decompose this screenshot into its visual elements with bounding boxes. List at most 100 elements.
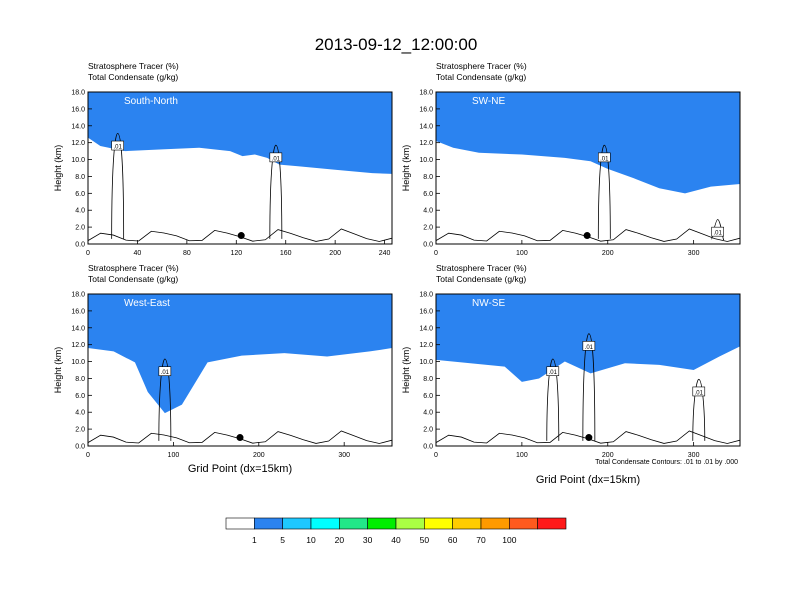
y-tick-label: 4.0 xyxy=(75,208,85,215)
x-axis-label-right: Grid Point (dx=15km) xyxy=(536,474,640,486)
x-tick-label: 100 xyxy=(516,250,528,257)
y-tick-label: 14.0 xyxy=(419,123,433,130)
tracer-band-10 xyxy=(88,294,392,414)
x-tick-label: 100 xyxy=(516,452,528,459)
colorbar-swatch xyxy=(452,517,482,530)
plot-frame xyxy=(87,91,393,245)
panel-title-condensate: Total Condensate (g/kg) xyxy=(436,72,526,82)
colorbar-label: 50 xyxy=(420,535,430,545)
colorbar-label: 70 xyxy=(476,535,486,545)
y-axis-label: Height (km) xyxy=(53,347,63,394)
tracer-band-10 xyxy=(436,294,740,382)
y-tick-label: 16.0 xyxy=(71,308,85,315)
x-tick-label: 300 xyxy=(688,250,700,257)
y-tick-label: 10.0 xyxy=(419,359,433,366)
colorbar-label: 1 xyxy=(252,535,257,545)
condensate-contour-0 xyxy=(597,144,611,239)
colorbar-label: 40 xyxy=(391,535,401,545)
condensate-contour-1 xyxy=(582,333,596,441)
x-tick-label: 200 xyxy=(602,452,614,459)
contour-label: .01 xyxy=(161,370,170,376)
x-tick-label: 240 xyxy=(379,250,391,257)
contour-label-box xyxy=(546,366,560,376)
y-tick-label: 6.0 xyxy=(75,191,85,198)
x-tick-label: 0 xyxy=(434,452,438,459)
y-tick-label: 12.0 xyxy=(71,342,85,349)
contour-label-box xyxy=(692,386,706,397)
contour-label: .01 xyxy=(272,156,281,162)
plot-frame xyxy=(435,91,741,245)
contour-label: .01 xyxy=(600,156,609,162)
colorbar-swatch xyxy=(395,517,425,530)
colorbar-swatch xyxy=(537,517,567,530)
panel-nw-se: .01 .01 .01 NW-SE Stratosphere Tracer (%)Tot… xyxy=(401,263,741,459)
y-tick-label: 8.0 xyxy=(75,376,85,383)
y-tick-label: 14.0 xyxy=(71,325,85,332)
figure-title: 2013-09-12_12:00:00 xyxy=(315,35,478,54)
plot-area: .01 xyxy=(88,294,392,446)
panel-label: SW-NE xyxy=(472,96,505,107)
contour-label-box xyxy=(582,341,596,351)
x-tick-label: 0 xyxy=(86,452,90,459)
y-tick-label: 0.0 xyxy=(75,444,85,451)
location-marker xyxy=(236,434,244,442)
y-tick-label: 10.0 xyxy=(419,157,433,164)
y-tick-label: 14.0 xyxy=(419,325,433,332)
colorbar-label: 10 xyxy=(306,535,316,545)
condensate-contour-2 xyxy=(692,378,706,441)
y-tick-label: 16.0 xyxy=(71,106,85,113)
contour-label-box xyxy=(269,152,283,163)
plot-frame xyxy=(435,293,741,447)
y-tick-label: 16.0 xyxy=(419,106,433,113)
plot-area: .01 .01 xyxy=(88,92,392,244)
y-tick-label: 2.0 xyxy=(75,427,85,434)
colorbar-swatch xyxy=(480,517,510,530)
location-marker xyxy=(585,434,593,442)
x-tick-label: 100 xyxy=(168,452,180,459)
colorbar-label: 30 xyxy=(363,535,373,545)
panel-sw-ne: .01 .01 SW-NE Stratosphere Tracer (%)Total … xyxy=(401,61,741,257)
panel-label: West-East xyxy=(124,298,170,309)
y-tick-label: 14.0 xyxy=(71,123,85,130)
colorbar: 1 5 10 20 30 40 50 60 70 100 xyxy=(225,517,567,545)
panel-west-east: .01 West-East Stratosphere Tracer (%)Total… xyxy=(53,263,393,459)
x-axis-label-left: Grid Point (dx=15km) xyxy=(188,463,292,475)
y-tick-label: 18.0 xyxy=(419,90,433,97)
plot-frame xyxy=(87,293,393,447)
y-tick-label: 6.0 xyxy=(75,393,85,400)
panel-label: South-North xyxy=(124,96,178,107)
x-tick-label: 300 xyxy=(688,452,700,459)
panel-title-tracer: Stratosphere Tracer (%) xyxy=(88,263,179,273)
x-tick-label: 120 xyxy=(230,250,242,257)
x-tick-label: 200 xyxy=(602,250,614,257)
y-tick-label: 8.0 xyxy=(423,376,433,383)
x-tick-label: 0 xyxy=(434,250,438,257)
y-tick-label: 4.0 xyxy=(75,410,85,417)
panels: .01 .01 South-North Stratosphere Tracer (%)… xyxy=(53,61,741,459)
contour-label-box xyxy=(158,366,172,376)
x-tick-label: 80 xyxy=(183,250,191,257)
panel-title-tracer: Stratosphere Tracer (%) xyxy=(436,263,527,273)
y-tick-label: 10.0 xyxy=(71,157,85,164)
location-marker xyxy=(583,232,591,240)
contour-label-box xyxy=(598,152,611,163)
contour-label: .01 xyxy=(113,145,122,151)
y-tick-label: 2.0 xyxy=(423,225,433,232)
contour-label: .01 xyxy=(714,231,723,237)
location-marker xyxy=(237,232,245,240)
condensate-contour-0 xyxy=(158,358,172,441)
colorbar-swatch xyxy=(225,517,255,530)
y-tick-label: 12.0 xyxy=(71,140,85,147)
panel-south-north: .01 .01 South-North Stratosphere Tracer (%)… xyxy=(53,61,393,257)
colorbar-swatch xyxy=(310,517,340,530)
condensate-contour-0 xyxy=(546,358,560,441)
colorbar-label: 60 xyxy=(448,535,458,545)
y-tick-label: 16.0 xyxy=(419,308,433,315)
y-tick-label: 4.0 xyxy=(423,410,433,417)
x-tick-label: 160 xyxy=(280,250,292,257)
colorbar-label: 100 xyxy=(502,535,516,545)
colorbar-swatch xyxy=(424,517,453,530)
colorbar-label: 5 xyxy=(280,535,285,545)
y-tick-label: 0.0 xyxy=(75,242,85,249)
y-tick-label: 0.0 xyxy=(423,242,433,249)
